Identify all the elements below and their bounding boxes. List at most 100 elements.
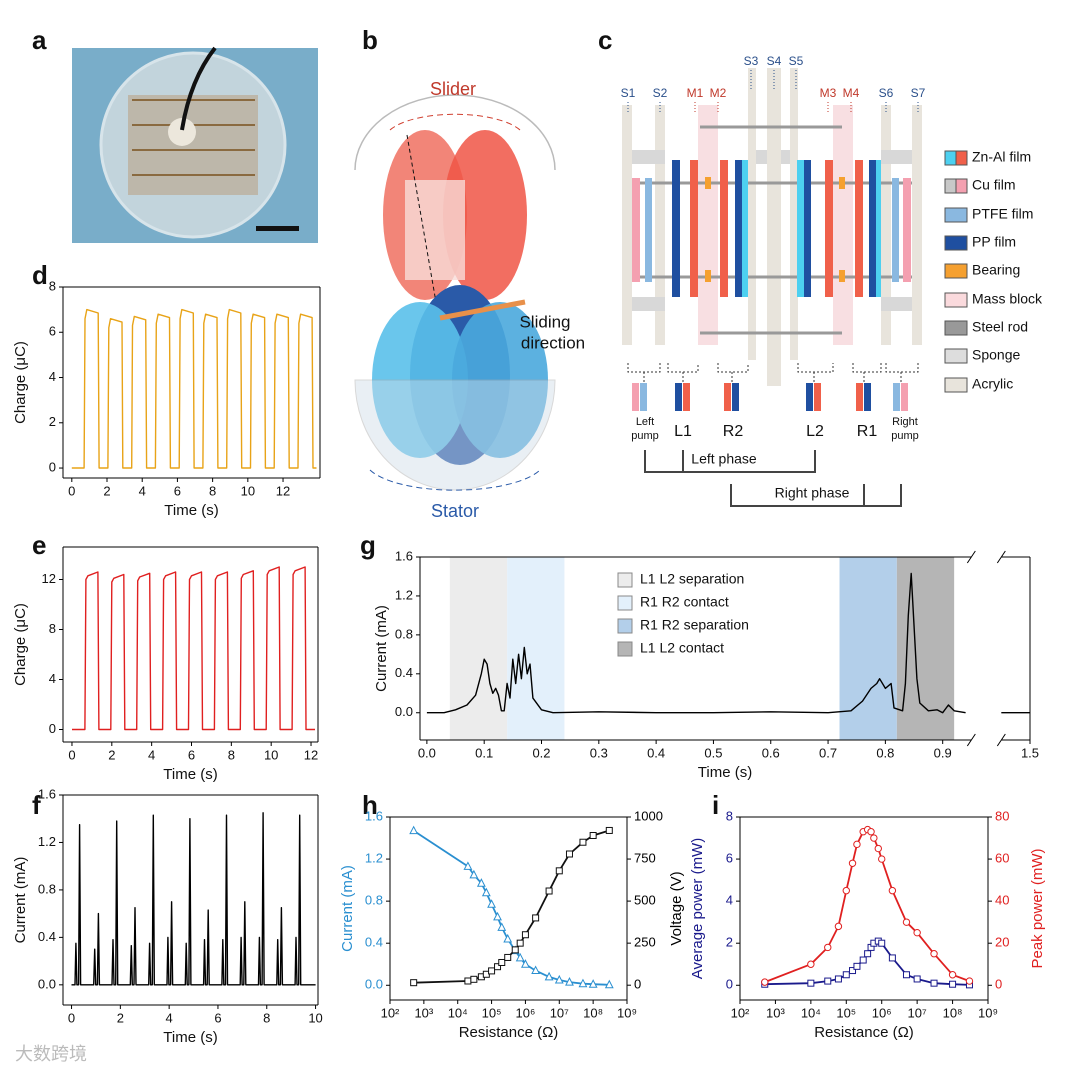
panel-letter: c (598, 25, 612, 55)
data-line (764, 828, 970, 983)
x-tick-label: 10⁵ (482, 1005, 502, 1020)
y-tick-label: 6 (726, 851, 733, 866)
diagram-texts: Slider Sliding direction Stator 大数跨境 (15, 79, 585, 1064)
x-axis-label: Time (s) (163, 766, 217, 783)
x-tick-label: 6 (188, 747, 195, 762)
marker (761, 978, 769, 986)
y-tick-label: 8 (49, 278, 56, 293)
marker (605, 826, 613, 834)
x-axis-label: Resistance (Ω) (459, 1024, 559, 1041)
y-tick-label: 1.2 (365, 851, 383, 866)
y2-tick-label: 1000 (634, 808, 663, 823)
position-label: S4 (767, 54, 782, 68)
legend-label: Bearing (972, 262, 1020, 278)
panel-letter: h (362, 790, 378, 820)
x-tick-label: 4 (139, 483, 146, 498)
x-tick-label: 0 (68, 483, 75, 498)
x-tick-label: 6 (174, 483, 181, 498)
data-line (426, 572, 1030, 714)
y-tick-label: 0.0 (395, 704, 413, 719)
x-tick-label: 10⁶ (872, 1005, 892, 1020)
marker (488, 967, 496, 975)
marker (902, 918, 911, 926)
marker (867, 828, 875, 836)
x-tick-label: 0.1 (475, 745, 493, 760)
panel-c-diagram (622, 68, 968, 507)
x-tick-label: 0.9 (934, 745, 952, 760)
marker (521, 931, 529, 939)
position-label: S3 (744, 54, 759, 68)
y-tick-label: 4 (726, 893, 733, 908)
x-tick-label: 10⁹ (978, 1005, 998, 1020)
shaded-band (449, 557, 508, 740)
legend-label: R1 R2 contact (640, 594, 729, 610)
marker (848, 859, 857, 867)
y-tick-label: 0.0 (38, 976, 56, 991)
legend-label: PP film (972, 234, 1016, 250)
panel-letter: a (32, 25, 47, 55)
position-label: M2 (710, 86, 727, 100)
marker (494, 963, 502, 971)
data-line (764, 940, 970, 986)
stator-label: Stator (431, 501, 479, 521)
legend-swatch (617, 595, 633, 611)
shaded-band (839, 557, 897, 740)
marker (504, 953, 512, 961)
marker (554, 974, 564, 984)
x-tick-label: 2 (103, 483, 110, 498)
marker (476, 878, 486, 887)
position-label: M1 (687, 86, 704, 100)
axis-break (966, 550, 976, 564)
module-label: pump (631, 430, 659, 442)
panel-letter: g (360, 530, 376, 560)
y-tick-label: 0.4 (365, 935, 383, 950)
x-tick-label: 0.4 (647, 745, 665, 760)
marker (511, 946, 519, 954)
y-tick-label: 0.4 (395, 665, 413, 680)
x-tick-label: 10⁴ (801, 1005, 821, 1020)
marker (948, 971, 957, 979)
data-line (71, 308, 317, 469)
y2-tick-label: 750 (634, 850, 656, 865)
shaded-band (507, 557, 565, 740)
marker (589, 832, 597, 840)
marker (493, 911, 502, 921)
marker (498, 958, 506, 966)
position-label: S1 (621, 86, 636, 100)
module-label: R2 (723, 423, 744, 440)
marker (842, 886, 850, 895)
y-axis-label: Current (mA) (12, 857, 29, 944)
y-tick-label: 0.8 (395, 626, 413, 641)
watermark: 大数跨境 (15, 1044, 87, 1064)
y2-tick-label: 0 (995, 977, 1002, 992)
x-tick-label: 10⁷ (550, 1005, 569, 1020)
marker (913, 928, 921, 937)
legend-label: Acrylic (972, 376, 1013, 392)
module-label: L2 (806, 423, 824, 440)
module-label: R1 (857, 423, 878, 440)
marker (874, 844, 882, 853)
x-tick-label: 10⁸ (943, 1005, 963, 1020)
x-tick-label: 10 (308, 1010, 322, 1025)
marker (516, 939, 524, 947)
x-tick-label: 10³ (414, 1005, 433, 1020)
x-tick-label: 10² (731, 1005, 750, 1020)
x-tick-label: 10⁶ (516, 1005, 536, 1020)
marker (532, 914, 540, 922)
y-tick-label: 0 (49, 459, 56, 474)
x-tick-label: 12 (276, 483, 290, 498)
x-tick-label: 0.2 (532, 745, 550, 760)
axis-break (966, 733, 976, 747)
position-label: S5 (789, 54, 804, 68)
x-tick-label: 2 (117, 1010, 124, 1025)
phase-label: Right phase (775, 485, 850, 501)
x-tick-label: 1.5 (1021, 745, 1039, 760)
marker (864, 950, 872, 958)
y-tick-label: 0.0 (365, 977, 383, 992)
marker (930, 979, 938, 987)
panel-letter: d (32, 260, 48, 290)
marker (565, 850, 573, 858)
legend-swatch (617, 641, 633, 657)
legend-label: Mass block (972, 291, 1043, 307)
